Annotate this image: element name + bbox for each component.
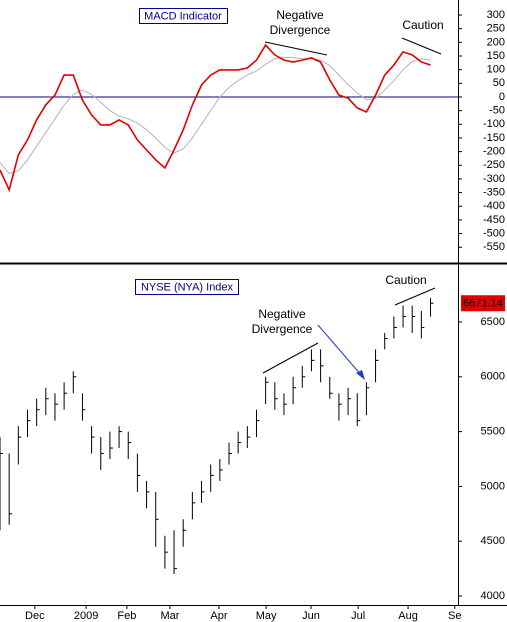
x-tick-label: Aug [398, 610, 418, 622]
y-tick-label: -550 [483, 241, 505, 253]
y-tick-label: 5500 [481, 426, 505, 438]
trend-line [262, 342, 319, 374]
y-tick-label: 150 [487, 50, 505, 62]
title-box [135, 279, 239, 295]
x-tick-label: Mar [160, 610, 179, 622]
x-tick-label: Se [448, 610, 461, 622]
annotation: Caution [402, 18, 443, 32]
y-tick-label: 250 [487, 23, 505, 35]
chart-title: NYSE (NYA) Index [141, 281, 234, 293]
arrow-line [317, 324, 363, 377]
x-tick-label: Jul [351, 610, 365, 622]
y-tick-label: 0 [499, 91, 505, 103]
y-tick-label: 6000 [481, 371, 505, 383]
y-tick-label: -450 [483, 214, 505, 226]
arrow-head [356, 370, 365, 380]
last-value-label: 6671.14 [463, 298, 503, 310]
x-tick-label: Feb [117, 610, 136, 622]
y-tick-label: 5000 [481, 480, 505, 492]
y-tick-label: 4500 [481, 535, 505, 547]
y-tick-label: -300 [483, 173, 505, 185]
y-tick-label: -400 [483, 200, 505, 212]
y-tick-label: 300 [487, 9, 505, 21]
x-tick-label: May [256, 610, 277, 622]
title-box [139, 8, 228, 24]
y-tick-label: -100 [483, 118, 505, 130]
trend-line [264, 41, 328, 56]
annotation: Divergence [252, 322, 313, 336]
annotation: Negative [276, 8, 324, 22]
y-tick-label: 50 [493, 77, 505, 89]
y-tick-label: -200 [483, 146, 505, 158]
x-tick-label: 2009 [74, 610, 98, 622]
annotation: Caution [385, 273, 426, 287]
x-tick-label: Apr [210, 610, 227, 622]
y-tick-label: 6500 [481, 316, 505, 328]
y-tick-label: -250 [483, 159, 505, 171]
annotation: Divergence [270, 23, 331, 37]
macd-line [0, 43, 431, 193]
y-tick-label: -150 [483, 132, 505, 144]
x-tick-label: Dec [25, 610, 45, 622]
x-tick-label: Jun [302, 610, 320, 622]
trend-line [394, 287, 436, 306]
y-tick-label: -500 [483, 227, 505, 239]
trend-line [401, 37, 442, 55]
annotation: Negative [258, 307, 306, 321]
chart-title: MACD Indicator [144, 10, 222, 22]
last-value-box [461, 295, 505, 312]
y-tick-label: -50 [489, 105, 505, 117]
macd-line [0, 56, 431, 175]
y-tick-label: 200 [487, 36, 505, 48]
y-tick-label: 4000 [481, 590, 505, 602]
y-tick-label: 100 [487, 64, 505, 76]
y-tick-label: -350 [483, 187, 505, 199]
